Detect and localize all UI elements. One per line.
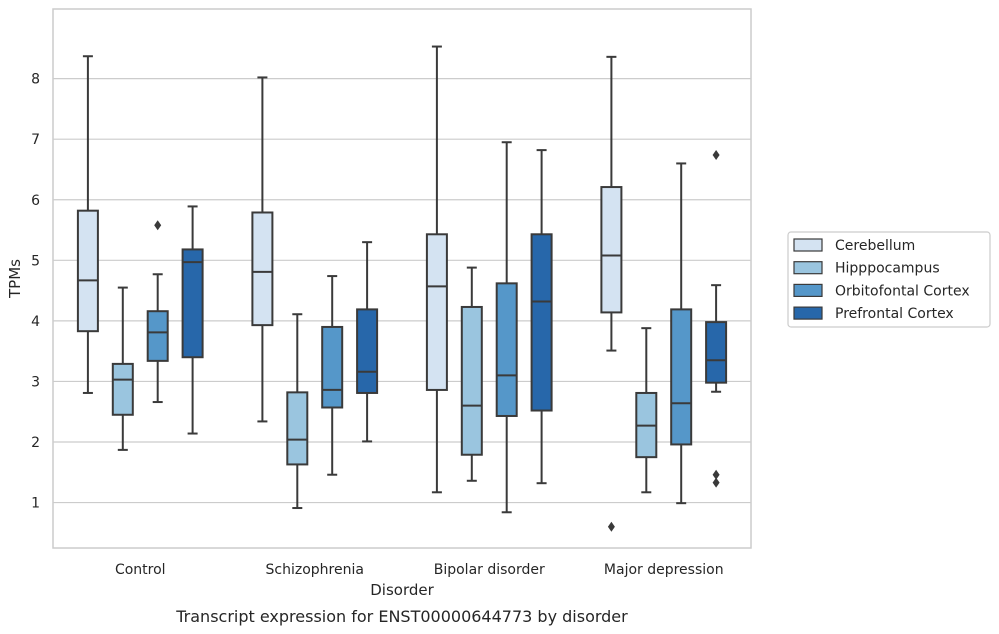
box-prefrontal-cortex xyxy=(530,149,553,485)
box-cerebellum xyxy=(425,45,448,494)
box-iqr xyxy=(251,211,274,327)
box-prefrontal-cortex xyxy=(181,205,204,435)
chart-caption: Transcript expression for ENST0000064477… xyxy=(175,607,628,626)
box-iqr xyxy=(181,248,204,359)
x-tick-labels: Control Schizophrenia Bipolar disorder Majo… xyxy=(115,562,724,578)
outlier-point xyxy=(712,477,720,488)
legend-label: Cerebellum xyxy=(835,238,915,254)
y-tick-label: 8 xyxy=(31,72,40,88)
box-cerebellum xyxy=(251,76,274,423)
box-iqr xyxy=(321,325,344,409)
legend: Cerebellum Hipppocampus Orbitofontal Corte… xyxy=(787,231,991,328)
box-iqr xyxy=(530,233,553,412)
y-tick-label: 3 xyxy=(31,374,40,390)
box-hipppocampus xyxy=(286,313,309,510)
box-prefrontal-cortex xyxy=(356,241,379,443)
box-iqr xyxy=(286,391,309,466)
box-hipppocampus xyxy=(460,266,483,482)
box-iqr xyxy=(356,308,379,394)
legend-swatch xyxy=(793,306,823,320)
plot-frame xyxy=(52,8,752,549)
box-iqr xyxy=(670,308,693,446)
box-orbitofontal-cortex xyxy=(146,220,169,404)
box-iqr xyxy=(146,310,169,362)
box-orbitofontal-cortex xyxy=(670,162,693,505)
box-iqr xyxy=(76,209,99,333)
outlier-point xyxy=(607,521,615,532)
y-tick-label: 7 xyxy=(31,132,40,148)
box-hipppocampus xyxy=(635,327,658,494)
y-tick-label: 5 xyxy=(31,253,40,269)
legend-swatch xyxy=(793,283,823,297)
x-axis-label: Disorder xyxy=(370,581,434,599)
gridlines xyxy=(53,78,751,504)
y-tick-label: 6 xyxy=(31,193,40,209)
legend-label: Hipppocampus xyxy=(835,261,940,277)
box-layer xyxy=(76,45,728,532)
x-tick-label: Control xyxy=(115,562,166,578)
box-orbitofontal-cortex xyxy=(495,141,518,514)
y-tick-label: 4 xyxy=(31,314,40,330)
outlier-point xyxy=(712,469,720,480)
outlier-point xyxy=(712,149,720,160)
legend-swatch xyxy=(793,261,823,275)
legend-label: Prefrontal Cortex xyxy=(835,306,954,322)
y-tick-label: 1 xyxy=(31,496,40,512)
box-orbitofontal-cortex xyxy=(321,275,344,476)
y-tick-labels: 1 2 3 4 5 6 7 8 xyxy=(31,72,40,512)
box-prefrontal-cortex xyxy=(705,149,728,488)
box-iqr xyxy=(460,305,483,456)
legend-label: Orbitofontal Cortex xyxy=(835,283,970,299)
y-tick-label: 2 xyxy=(31,435,40,451)
box-cerebellum xyxy=(76,55,99,394)
y-axis-label: TPMs xyxy=(6,259,24,299)
box-hipppocampus xyxy=(111,286,134,451)
box-iqr xyxy=(495,282,518,417)
x-tick-label: Bipolar disorder xyxy=(434,562,545,578)
box-iqr xyxy=(425,233,448,391)
box-iqr xyxy=(705,321,728,384)
box-cerebellum xyxy=(600,55,623,532)
outlier-point xyxy=(154,220,162,231)
box-iqr xyxy=(111,362,134,416)
legend-frame xyxy=(787,231,991,328)
box-iqr xyxy=(600,186,623,314)
legend-swatch xyxy=(793,238,823,252)
x-tick-label: Major depression xyxy=(604,562,724,578)
x-tick-label: Schizophrenia xyxy=(266,562,364,578)
